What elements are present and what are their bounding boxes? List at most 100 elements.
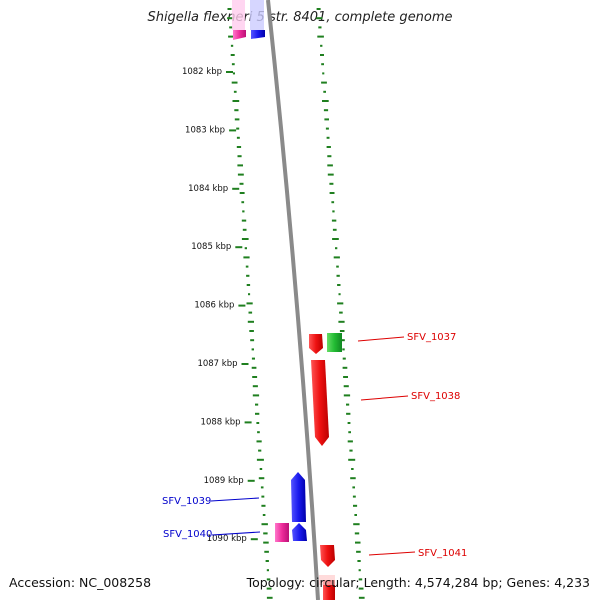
- gc-dash-left: [234, 109, 239, 112]
- gc-dash-right: [327, 155, 332, 158]
- gc-dash-right: [347, 422, 351, 424]
- gc-dash-left: [264, 550, 269, 553]
- gc-dash-right: [342, 357, 346, 360]
- gc-dash-right: [317, 35, 324, 38]
- tick-mark: [235, 246, 243, 249]
- gc-dash-right: [339, 311, 343, 314]
- tick-mark: [250, 538, 258, 541]
- gc-dash-right: [350, 477, 356, 480]
- tick-mark: [226, 71, 233, 73]
- tick-label: 1088 kbp: [201, 417, 241, 427]
- gc-dash-left: [232, 100, 240, 102]
- genome-title: Shigella flexneri 5 str. 8401, complete …: [147, 10, 453, 25]
- gc-dash-left: [258, 449, 262, 452]
- gc-dash-left: [252, 394, 260, 397]
- gc-dash-right: [326, 136, 330, 139]
- tick-label: 1087 kbp: [197, 359, 237, 369]
- gc-dash-left: [243, 256, 250, 259]
- gc-dash-right: [331, 201, 335, 204]
- gc-dash-right: [339, 330, 345, 332]
- gc-dash-left: [236, 136, 240, 139]
- gc-dash-right: [351, 468, 354, 470]
- gc-dash-left: [246, 302, 253, 305]
- gene-arrow-sfv-1038: [311, 360, 329, 446]
- gc-dash-left: [242, 210, 245, 213]
- gc-dash-left: [256, 422, 260, 424]
- gc-dash-right: [340, 339, 345, 342]
- gc-dash-right: [316, 17, 323, 20]
- gc-dash-left: [241, 238, 249, 240]
- gc-dash-left: [231, 81, 238, 84]
- gene-box-pink: [275, 523, 289, 542]
- gc-dash-right: [348, 431, 351, 434]
- leader-sfv-1039: [210, 497, 260, 502]
- gc-dash-left: [261, 523, 268, 526]
- gc-dash-right: [354, 514, 357, 516]
- leader-sfv-1037: [357, 336, 405, 342]
- gc-dash-right: [332, 210, 335, 213]
- gc-dash-right: [320, 44, 323, 47]
- gc-dash-right: [358, 587, 364, 590]
- gc-dash-left: [266, 569, 269, 572]
- gc-dash-right: [329, 182, 334, 185]
- gc-dash-left: [260, 486, 264, 489]
- gc-dash-left: [256, 458, 264, 461]
- gc-dash-left: [262, 514, 266, 516]
- feature-pink-top: [233, 30, 246, 40]
- gene-arrow-sfv-1039: [291, 472, 306, 522]
- gc-dash-left: [256, 440, 262, 443]
- gc-dash-left: [252, 376, 258, 378]
- gc-dash-right: [348, 458, 356, 461]
- gene-box-green: [327, 333, 342, 352]
- feature-blue-top-faded: [250, 0, 264, 30]
- gc-dash-right: [318, 26, 322, 29]
- gc-dash-left: [257, 431, 260, 434]
- gc-dash-left: [227, 8, 232, 10]
- gc-dash-left: [263, 532, 268, 535]
- gc-dash-left: [245, 265, 249, 268]
- gene-label-sfv-1040: SFV_1040: [163, 529, 212, 540]
- gene-label-sfv-1037: SFV_1037: [407, 332, 456, 343]
- gc-dash-right: [342, 348, 345, 351]
- gene-arrow-sfv-1037: [309, 334, 323, 354]
- gc-dash-right: [333, 256, 340, 259]
- gene-box-red-bottom-faded: [319, 575, 335, 585]
- tick-label: 1082 kbp: [182, 67, 222, 77]
- gc-dash-right: [338, 320, 345, 323]
- gc-dash-left: [229, 26, 233, 29]
- tick-mark: [238, 304, 246, 307]
- gc-dash-right: [346, 412, 351, 415]
- gc-dash-left: [251, 366, 257, 369]
- gc-dash-left: [236, 127, 240, 130]
- gc-dash-right: [321, 63, 324, 66]
- gc-dash-right: [358, 596, 365, 599]
- gc-dash-right: [322, 72, 325, 75]
- gene-arrow-sfv-1041: [320, 545, 335, 567]
- gc-dash-left: [259, 468, 263, 470]
- gc-dash-right: [343, 385, 349, 388]
- gc-dash-left: [232, 72, 235, 75]
- gc-dash-left: [233, 90, 237, 93]
- tick-label: 1089 kbp: [204, 476, 244, 486]
- gc-dash-left: [261, 504, 266, 507]
- gc-dash-right: [321, 81, 327, 84]
- gc-dash-left: [255, 403, 259, 406]
- tick-label: 1084 kbp: [188, 184, 228, 194]
- gc-dash-right: [352, 486, 355, 489]
- gc-dash-right: [316, 8, 321, 10]
- gc-dash-left: [231, 63, 235, 66]
- gc-dash-left: [255, 412, 260, 415]
- gc-dash-left: [266, 596, 273, 599]
- tick-label: 1083 kbp: [185, 125, 225, 135]
- gc-dash-right: [358, 578, 363, 581]
- gc-dash-left: [258, 477, 265, 480]
- gc-dash-right: [355, 541, 361, 544]
- gc-dash-right: [353, 523, 360, 526]
- tick-mark: [247, 479, 255, 482]
- gc-dash-left: [251, 348, 254, 351]
- gc-dash-right: [322, 100, 329, 102]
- tick-labels: 1082 kbp 1083 kbp 1084 kbp 1085 kbp 1086 kbp…: [182, 67, 258, 544]
- gc-dash-left: [248, 293, 251, 296]
- gc-dash-right: [354, 532, 360, 535]
